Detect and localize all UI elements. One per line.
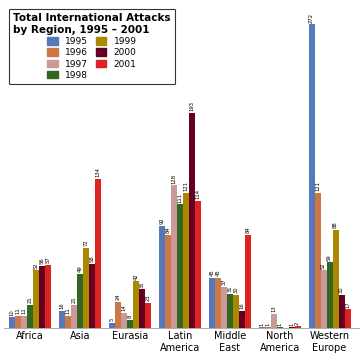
Bar [59, 311, 65, 328]
Bar [145, 303, 151, 328]
Text: 21: 21 [72, 297, 77, 303]
Text: 58: 58 [90, 255, 94, 262]
Bar [315, 193, 321, 328]
Bar [215, 278, 221, 328]
Text: 2: 2 [295, 321, 300, 325]
Text: 23: 23 [146, 295, 150, 301]
Bar [221, 287, 227, 328]
Bar [339, 295, 344, 328]
Bar [245, 235, 251, 328]
Bar [189, 113, 195, 328]
Bar [333, 230, 339, 328]
Text: 92: 92 [159, 217, 164, 224]
Bar [27, 305, 33, 328]
Bar [71, 305, 77, 328]
Bar [115, 302, 121, 328]
Text: 45: 45 [209, 270, 214, 276]
Text: 1: 1 [277, 322, 282, 326]
Text: 56: 56 [40, 257, 45, 264]
Bar [171, 185, 177, 328]
Bar [295, 326, 301, 328]
Text: 16: 16 [239, 302, 244, 309]
Text: 84: 84 [166, 226, 170, 233]
Bar [271, 314, 277, 328]
Text: 45: 45 [215, 270, 220, 276]
Text: 49: 49 [78, 265, 82, 272]
Bar [109, 323, 115, 328]
Text: 8: 8 [127, 315, 132, 318]
Bar [177, 204, 183, 328]
Bar [233, 295, 239, 328]
Bar [9, 317, 15, 328]
Text: 128: 128 [171, 174, 176, 183]
Text: 121: 121 [315, 181, 320, 191]
Bar [239, 311, 245, 328]
Text: 1: 1 [259, 322, 264, 326]
Bar [259, 327, 265, 328]
Text: 88: 88 [333, 222, 338, 228]
Text: 111: 111 [178, 192, 182, 203]
Text: 52: 52 [321, 262, 326, 268]
Bar [127, 320, 133, 328]
Text: 272: 272 [309, 12, 314, 22]
Text: 57: 57 [46, 256, 50, 263]
Bar [195, 201, 201, 328]
Bar [183, 193, 189, 328]
Text: 1: 1 [289, 322, 294, 326]
Text: 10: 10 [10, 309, 15, 316]
Text: 30: 30 [339, 287, 344, 293]
Bar [309, 24, 315, 328]
Text: 30: 30 [233, 287, 238, 293]
Text: 11: 11 [66, 308, 70, 315]
Text: 13: 13 [271, 306, 276, 312]
Bar [77, 274, 83, 328]
Text: 37: 37 [221, 279, 226, 285]
Bar [83, 248, 89, 328]
Text: 5: 5 [110, 318, 114, 321]
Bar [344, 310, 351, 328]
Bar [159, 226, 165, 328]
Text: 35: 35 [139, 281, 144, 288]
Bar [21, 316, 27, 328]
Text: 42: 42 [134, 273, 138, 280]
Bar [227, 294, 233, 328]
Text: 121: 121 [183, 181, 188, 191]
Text: 16: 16 [60, 302, 65, 309]
Text: 1: 1 [265, 322, 270, 326]
Text: 11: 11 [16, 308, 21, 315]
Bar [209, 278, 215, 328]
Bar [277, 327, 283, 328]
Bar [165, 235, 171, 328]
Bar [65, 316, 71, 328]
Bar [321, 270, 327, 328]
Text: 114: 114 [195, 189, 200, 199]
Text: 52: 52 [34, 262, 38, 268]
Text: 72: 72 [83, 240, 89, 246]
Bar [133, 281, 139, 328]
Bar [139, 289, 145, 328]
Text: 14: 14 [122, 305, 126, 311]
Bar [33, 270, 39, 328]
Bar [95, 178, 101, 328]
Text: 59: 59 [327, 254, 332, 261]
Text: 24: 24 [115, 293, 121, 300]
Bar [121, 313, 127, 328]
Bar [265, 327, 271, 328]
Text: 17: 17 [345, 301, 350, 308]
Text: 21: 21 [28, 297, 33, 303]
Bar [89, 263, 95, 328]
Text: 31: 31 [227, 286, 232, 292]
Legend: 1995, 1996, 1997, 1998, 1999, 2000, 2001: 1995, 1996, 1997, 1998, 1999, 2000, 2001 [9, 9, 175, 84]
Bar [327, 262, 333, 328]
Bar [45, 265, 51, 328]
Bar [289, 327, 295, 328]
Bar [15, 316, 21, 328]
Text: 11: 11 [22, 308, 26, 315]
Bar [39, 266, 45, 328]
Text: 84: 84 [245, 226, 250, 233]
Text: 134: 134 [95, 167, 101, 177]
Text: 193: 193 [189, 101, 194, 111]
